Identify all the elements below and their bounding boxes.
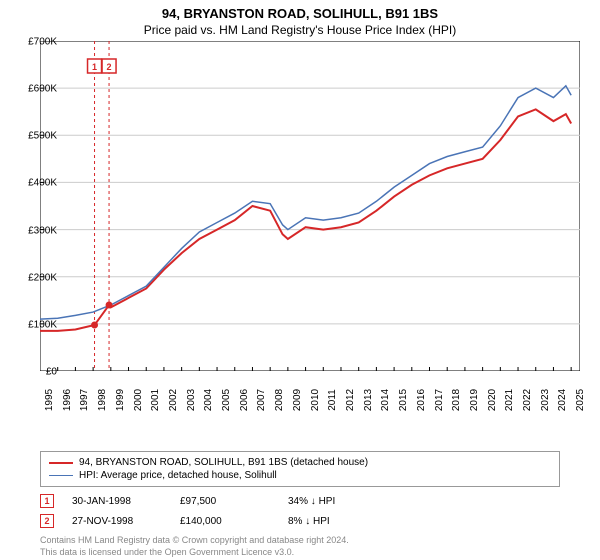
sale-event-row: 2 27-NOV-1998 £140,000 8% ↓ HPI	[40, 511, 560, 531]
y-tick-label: £500K	[7, 131, 57, 142]
x-tick-label: 2018	[451, 389, 462, 411]
sale-delta: 8% ↓ HPI	[288, 516, 368, 527]
x-tick-label: 2021	[504, 389, 515, 411]
legend-row: HPI: Average price, detached house, Soli…	[49, 469, 551, 482]
x-tick-label: 2007	[256, 389, 267, 411]
legend-label: 94, BRYANSTON ROAD, SOLIHULL, B91 1BS (d…	[79, 457, 368, 468]
y-tick-label: £700K	[7, 37, 57, 48]
x-tick-label: 1998	[97, 389, 108, 411]
x-tick-label: 2006	[239, 389, 250, 411]
sale-marker-icon: 1	[40, 494, 54, 508]
legend-label: HPI: Average price, detached house, Soli…	[79, 470, 277, 481]
line-chart: 12	[40, 41, 580, 371]
x-tick-label: 2013	[363, 389, 374, 411]
y-tick-label: £400K	[7, 178, 57, 189]
legend-row: 94, BRYANSTON ROAD, SOLIHULL, B91 1BS (d…	[49, 456, 551, 469]
sale-delta: 34% ↓ HPI	[288, 496, 368, 507]
sale-events: 1 30-JAN-1998 £97,500 34% ↓ HPI 2 27-NOV-1998…	[40, 491, 560, 531]
x-tick-label: 2003	[186, 389, 197, 411]
x-tick-label: 2004	[203, 389, 214, 411]
x-tick-label: 2002	[168, 389, 179, 411]
chart-container: 94, BRYANSTON ROAD, SOLIHULL, B91 1BS Pr…	[0, 0, 600, 560]
x-tick-label: 2015	[398, 389, 409, 411]
x-tick-label: 2016	[416, 389, 427, 411]
x-tick-label: 2008	[274, 389, 285, 411]
footnote-line: Contains HM Land Registry data © Crown c…	[40, 535, 560, 547]
x-tick-label: 1995	[44, 389, 55, 411]
legend: 94, BRYANSTON ROAD, SOLIHULL, B91 1BS (d…	[40, 451, 560, 487]
chart-title: 94, BRYANSTON ROAD, SOLIHULL, B91 1BS	[0, 0, 600, 21]
x-tick-label: 2023	[540, 389, 551, 411]
sale-event-row: 1 30-JAN-1998 £97,500 34% ↓ HPI	[40, 491, 560, 511]
x-tick-label: 1999	[115, 389, 126, 411]
x-tick-label: 2017	[434, 389, 445, 411]
svg-text:2: 2	[107, 62, 112, 72]
y-tick-label: £600K	[7, 84, 57, 95]
y-tick-label: £300K	[7, 225, 57, 236]
x-tick-label: 1996	[62, 389, 73, 411]
x-tick-label: 2012	[345, 389, 356, 411]
x-tick-label: 2010	[310, 389, 321, 411]
footnote: Contains HM Land Registry data © Crown c…	[40, 535, 560, 558]
x-tick-label: 2000	[133, 389, 144, 411]
x-tick-label: 1997	[79, 389, 90, 411]
footnote-line: This data is licensed under the Open Gov…	[40, 547, 560, 559]
sale-date: 30-JAN-1998	[72, 496, 162, 507]
y-tick-label: £100K	[7, 319, 57, 330]
sale-marker-icon: 2	[40, 514, 54, 528]
y-tick-label: £200K	[7, 272, 57, 283]
x-tick-label: 2025	[575, 389, 586, 411]
legend-swatch	[49, 475, 73, 476]
legend-swatch	[49, 462, 73, 464]
x-tick-label: 2001	[150, 389, 161, 411]
x-tick-label: 2024	[557, 389, 568, 411]
x-tick-label: 2009	[292, 389, 303, 411]
x-tick-label: 2011	[327, 389, 338, 411]
sale-price: £140,000	[180, 516, 270, 527]
chart-subtitle: Price paid vs. HM Land Registry's House …	[0, 21, 600, 41]
x-tick-label: 2005	[221, 389, 232, 411]
x-tick-label: 2022	[522, 389, 533, 411]
y-tick-label: £0	[7, 367, 57, 378]
sale-price: £97,500	[180, 496, 270, 507]
svg-text:1: 1	[92, 62, 97, 72]
x-tick-label: 2020	[487, 389, 498, 411]
chart-area: 12	[40, 41, 600, 411]
x-tick-label: 2019	[469, 389, 480, 411]
sale-date: 27-NOV-1998	[72, 516, 162, 527]
x-tick-label: 2014	[380, 389, 391, 411]
